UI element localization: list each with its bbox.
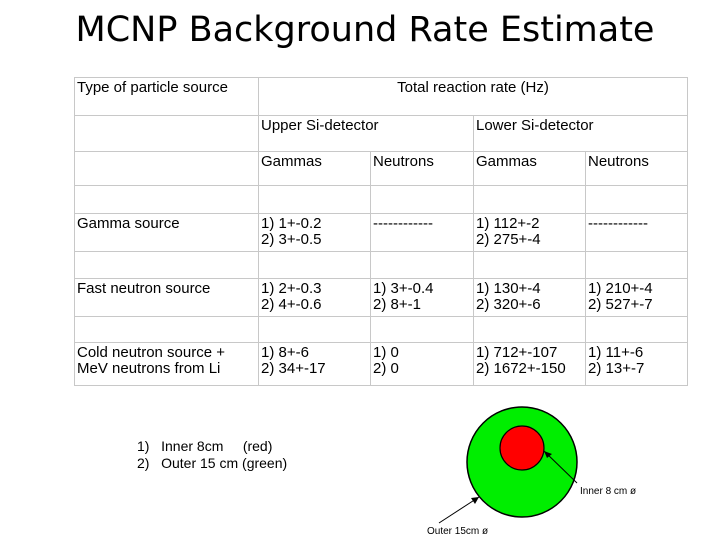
outer-arrowhead bbox=[471, 497, 479, 504]
detector-legend: 1) Inner 8cm (red) 2) Outer 15 cm (green… bbox=[137, 438, 287, 472]
header-upper-detector: Upper Si-detector bbox=[258, 115, 474, 152]
lower-neutrons-value: ------------ bbox=[584, 213, 689, 252]
inner-arrowhead bbox=[544, 451, 552, 458]
spacer-row bbox=[74, 251, 689, 279]
inner-diameter-label: Inner 8 cm ø bbox=[580, 486, 636, 497]
particle-header-row: Gammas Neutrons Gammas Neutrons bbox=[74, 151, 689, 186]
header-lower-neutrons: Neutrons bbox=[584, 151, 689, 186]
upper-neutrons-value: 1) 3+-0.4 2) 8+-1 bbox=[370, 278, 474, 317]
empty-cell bbox=[74, 151, 259, 186]
upper-gammas-value: 1) 2+-0.3 2) 4+-0.6 bbox=[258, 278, 371, 317]
inner-pointer-line bbox=[543, 450, 578, 484]
upper-neutrons-value: 1) 0 2) 0 bbox=[370, 342, 474, 386]
table-row-fast-neutron-source: Fast neutron source 1) 2+-0.3 2) 4+-0.6 1… bbox=[74, 278, 689, 317]
header-lower-detector: Lower Si-detector bbox=[472, 115, 689, 152]
legend-item-inner: 1) Inner 8cm (red) bbox=[137, 438, 273, 454]
row-source-label: Cold neutron source + MeV neutrons from L… bbox=[74, 342, 259, 386]
detector-diagram: Inner 8 cm ø Outer 15cm ø bbox=[427, 406, 636, 537]
spacer-row bbox=[74, 185, 689, 214]
header-upper-neutrons: Neutrons bbox=[370, 151, 474, 186]
upper-gammas-value: 1) 1+-0.2 2) 3+-0.5 bbox=[258, 213, 371, 252]
outer-pointer-line bbox=[438, 496, 480, 524]
spacer-row bbox=[74, 316, 689, 343]
table-header-row: Type of particle source Total reaction r… bbox=[74, 77, 689, 116]
header-rate: Total reaction rate (Hz) bbox=[257, 77, 689, 116]
row-source-label: Fast neutron source bbox=[74, 278, 259, 317]
legend-item-outer: 2) Outer 15 cm (green) bbox=[137, 455, 288, 471]
lower-neutrons-value: 1) 210+-4 2) 527+-7 bbox=[584, 278, 689, 317]
upper-gammas-value: 1) 8+-6 2) 34+-17 bbox=[258, 342, 371, 386]
table-row-cold-neutron-source: Cold neutron source + MeV neutrons from L… bbox=[74, 342, 689, 386]
lower-gammas-value: 1) 130+-4 2) 320+-6 bbox=[473, 278, 586, 317]
empty-cell bbox=[74, 115, 259, 152]
table-row-gamma-source: Gamma source 1) 1+-0.2 2) 3+-0.5 --------… bbox=[74, 213, 689, 252]
header-upper-gammas: Gammas bbox=[258, 151, 371, 186]
header-lower-gammas: Gammas bbox=[473, 151, 586, 186]
row-source-label: Gamma source bbox=[74, 213, 259, 252]
detector-header-row: Upper Si-detector Lower Si-detector bbox=[74, 115, 689, 152]
header-source: Type of particle source bbox=[74, 77, 259, 116]
lower-gammas-value: 1) 112+-2 2) 275+-4 bbox=[473, 213, 586, 252]
background-rate-table: Type of particle source Total reaction r… bbox=[74, 77, 689, 386]
lower-gammas-value: 1) 712+-107 2) 1672+-150 bbox=[473, 342, 586, 386]
upper-neutrons-value: ------------ bbox=[370, 213, 474, 252]
lower-neutrons-value: 1) 11+-6 2) 13+-7 bbox=[584, 342, 689, 386]
inner-detector-circle bbox=[499, 425, 545, 471]
outer-diameter-label: Outer 15cm ø bbox=[427, 526, 488, 537]
page-title: MCNP Background Rate Estimate bbox=[75, 10, 655, 50]
